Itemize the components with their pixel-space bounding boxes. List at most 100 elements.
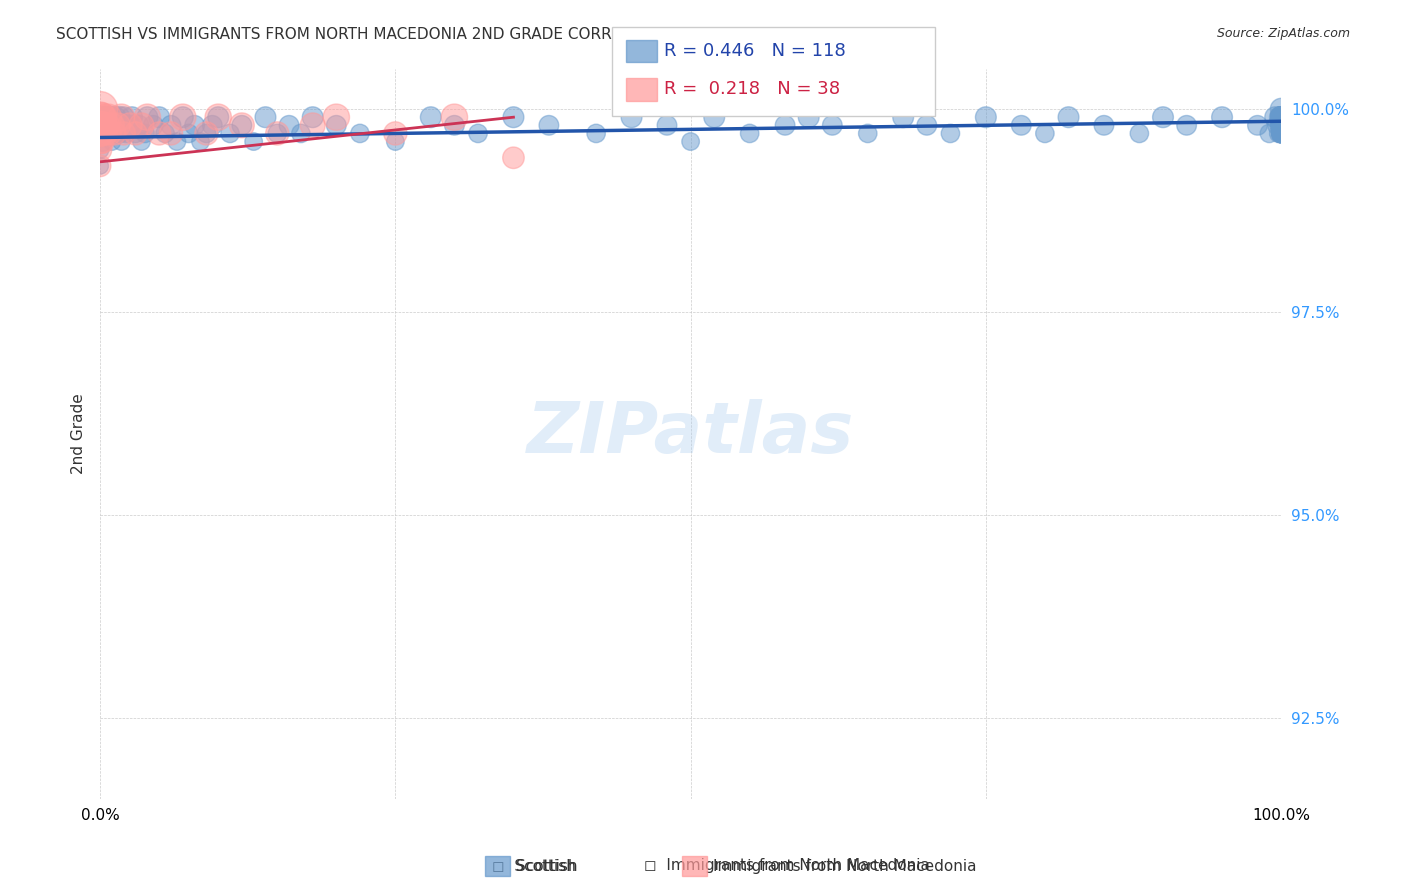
Text: Source: ZipAtlas.com: Source: ZipAtlas.com — [1216, 27, 1350, 40]
Point — [110, 110, 132, 124]
Point — [134, 127, 156, 141]
Point — [93, 110, 115, 124]
Point — [96, 118, 118, 132]
Point — [443, 118, 465, 132]
Point — [1270, 118, 1292, 132]
Point — [1270, 118, 1292, 132]
Point — [110, 135, 132, 149]
Point — [108, 127, 131, 141]
Point — [585, 127, 607, 141]
Point — [89, 143, 111, 157]
Point — [148, 110, 170, 124]
Point — [101, 110, 124, 124]
Point — [443, 110, 465, 124]
Point — [655, 118, 678, 132]
Point — [231, 118, 253, 132]
Point — [1270, 127, 1292, 141]
Point — [207, 110, 229, 124]
Point — [124, 127, 146, 141]
Point — [1175, 118, 1198, 132]
Point — [101, 118, 124, 132]
Point — [91, 135, 114, 149]
Point — [90, 127, 112, 141]
Point — [94, 127, 117, 141]
Point — [1270, 118, 1292, 132]
Point — [1264, 110, 1286, 124]
Point — [974, 110, 997, 124]
Point — [821, 118, 844, 132]
Point — [111, 118, 134, 132]
Point — [89, 135, 111, 149]
Point — [107, 118, 129, 132]
Point — [1270, 118, 1292, 132]
Point — [1270, 127, 1292, 141]
Point — [93, 110, 115, 124]
Point — [166, 135, 188, 149]
Point — [142, 118, 165, 132]
Point — [1270, 110, 1292, 124]
Point — [349, 127, 371, 141]
Point — [1270, 110, 1292, 124]
Y-axis label: 2nd Grade: 2nd Grade — [72, 393, 86, 474]
Point — [91, 118, 114, 132]
Point — [90, 127, 112, 141]
Point — [160, 118, 183, 132]
Point — [219, 127, 242, 141]
Point — [1092, 118, 1115, 132]
Point — [108, 110, 131, 124]
Point — [91, 118, 114, 132]
Point — [1270, 118, 1292, 132]
Point — [1268, 110, 1291, 124]
Point — [97, 110, 120, 124]
Point — [190, 135, 212, 149]
Point — [207, 110, 229, 124]
Point — [1270, 110, 1292, 124]
Point — [89, 110, 111, 124]
Point — [89, 143, 111, 157]
Point — [1270, 127, 1292, 141]
Point — [98, 127, 121, 141]
Point — [1010, 118, 1032, 132]
Point — [1270, 110, 1292, 124]
Point — [1270, 118, 1292, 132]
Point — [101, 135, 124, 149]
Point — [100, 118, 122, 132]
Point — [325, 110, 347, 124]
Point — [195, 127, 218, 141]
Point — [89, 159, 111, 173]
Point — [502, 151, 524, 165]
Point — [242, 135, 264, 149]
Point — [118, 118, 141, 132]
Point — [773, 118, 796, 132]
Point — [89, 102, 111, 116]
Point — [856, 127, 879, 141]
Point — [96, 118, 118, 132]
Point — [1270, 127, 1292, 141]
Point — [254, 110, 277, 124]
Point — [1033, 127, 1056, 141]
Point — [131, 135, 153, 149]
Point — [939, 127, 962, 141]
Point — [797, 110, 820, 124]
Point — [112, 110, 135, 124]
Point — [231, 118, 253, 132]
Point — [160, 127, 183, 141]
Point — [201, 118, 224, 132]
Text: ZIPatlas: ZIPatlas — [527, 399, 855, 468]
Point — [266, 127, 288, 141]
Point — [136, 110, 159, 124]
Point — [537, 118, 560, 132]
Point — [103, 127, 125, 141]
Point — [738, 127, 761, 141]
Point — [1258, 127, 1281, 141]
Point — [1246, 118, 1268, 132]
Point — [118, 118, 141, 132]
Point — [384, 127, 406, 141]
Point — [1270, 110, 1292, 124]
Point — [115, 127, 138, 141]
Point — [915, 118, 938, 132]
Point — [104, 110, 127, 124]
Point — [384, 135, 406, 149]
Point — [1267, 118, 1289, 132]
Point — [1270, 110, 1292, 124]
